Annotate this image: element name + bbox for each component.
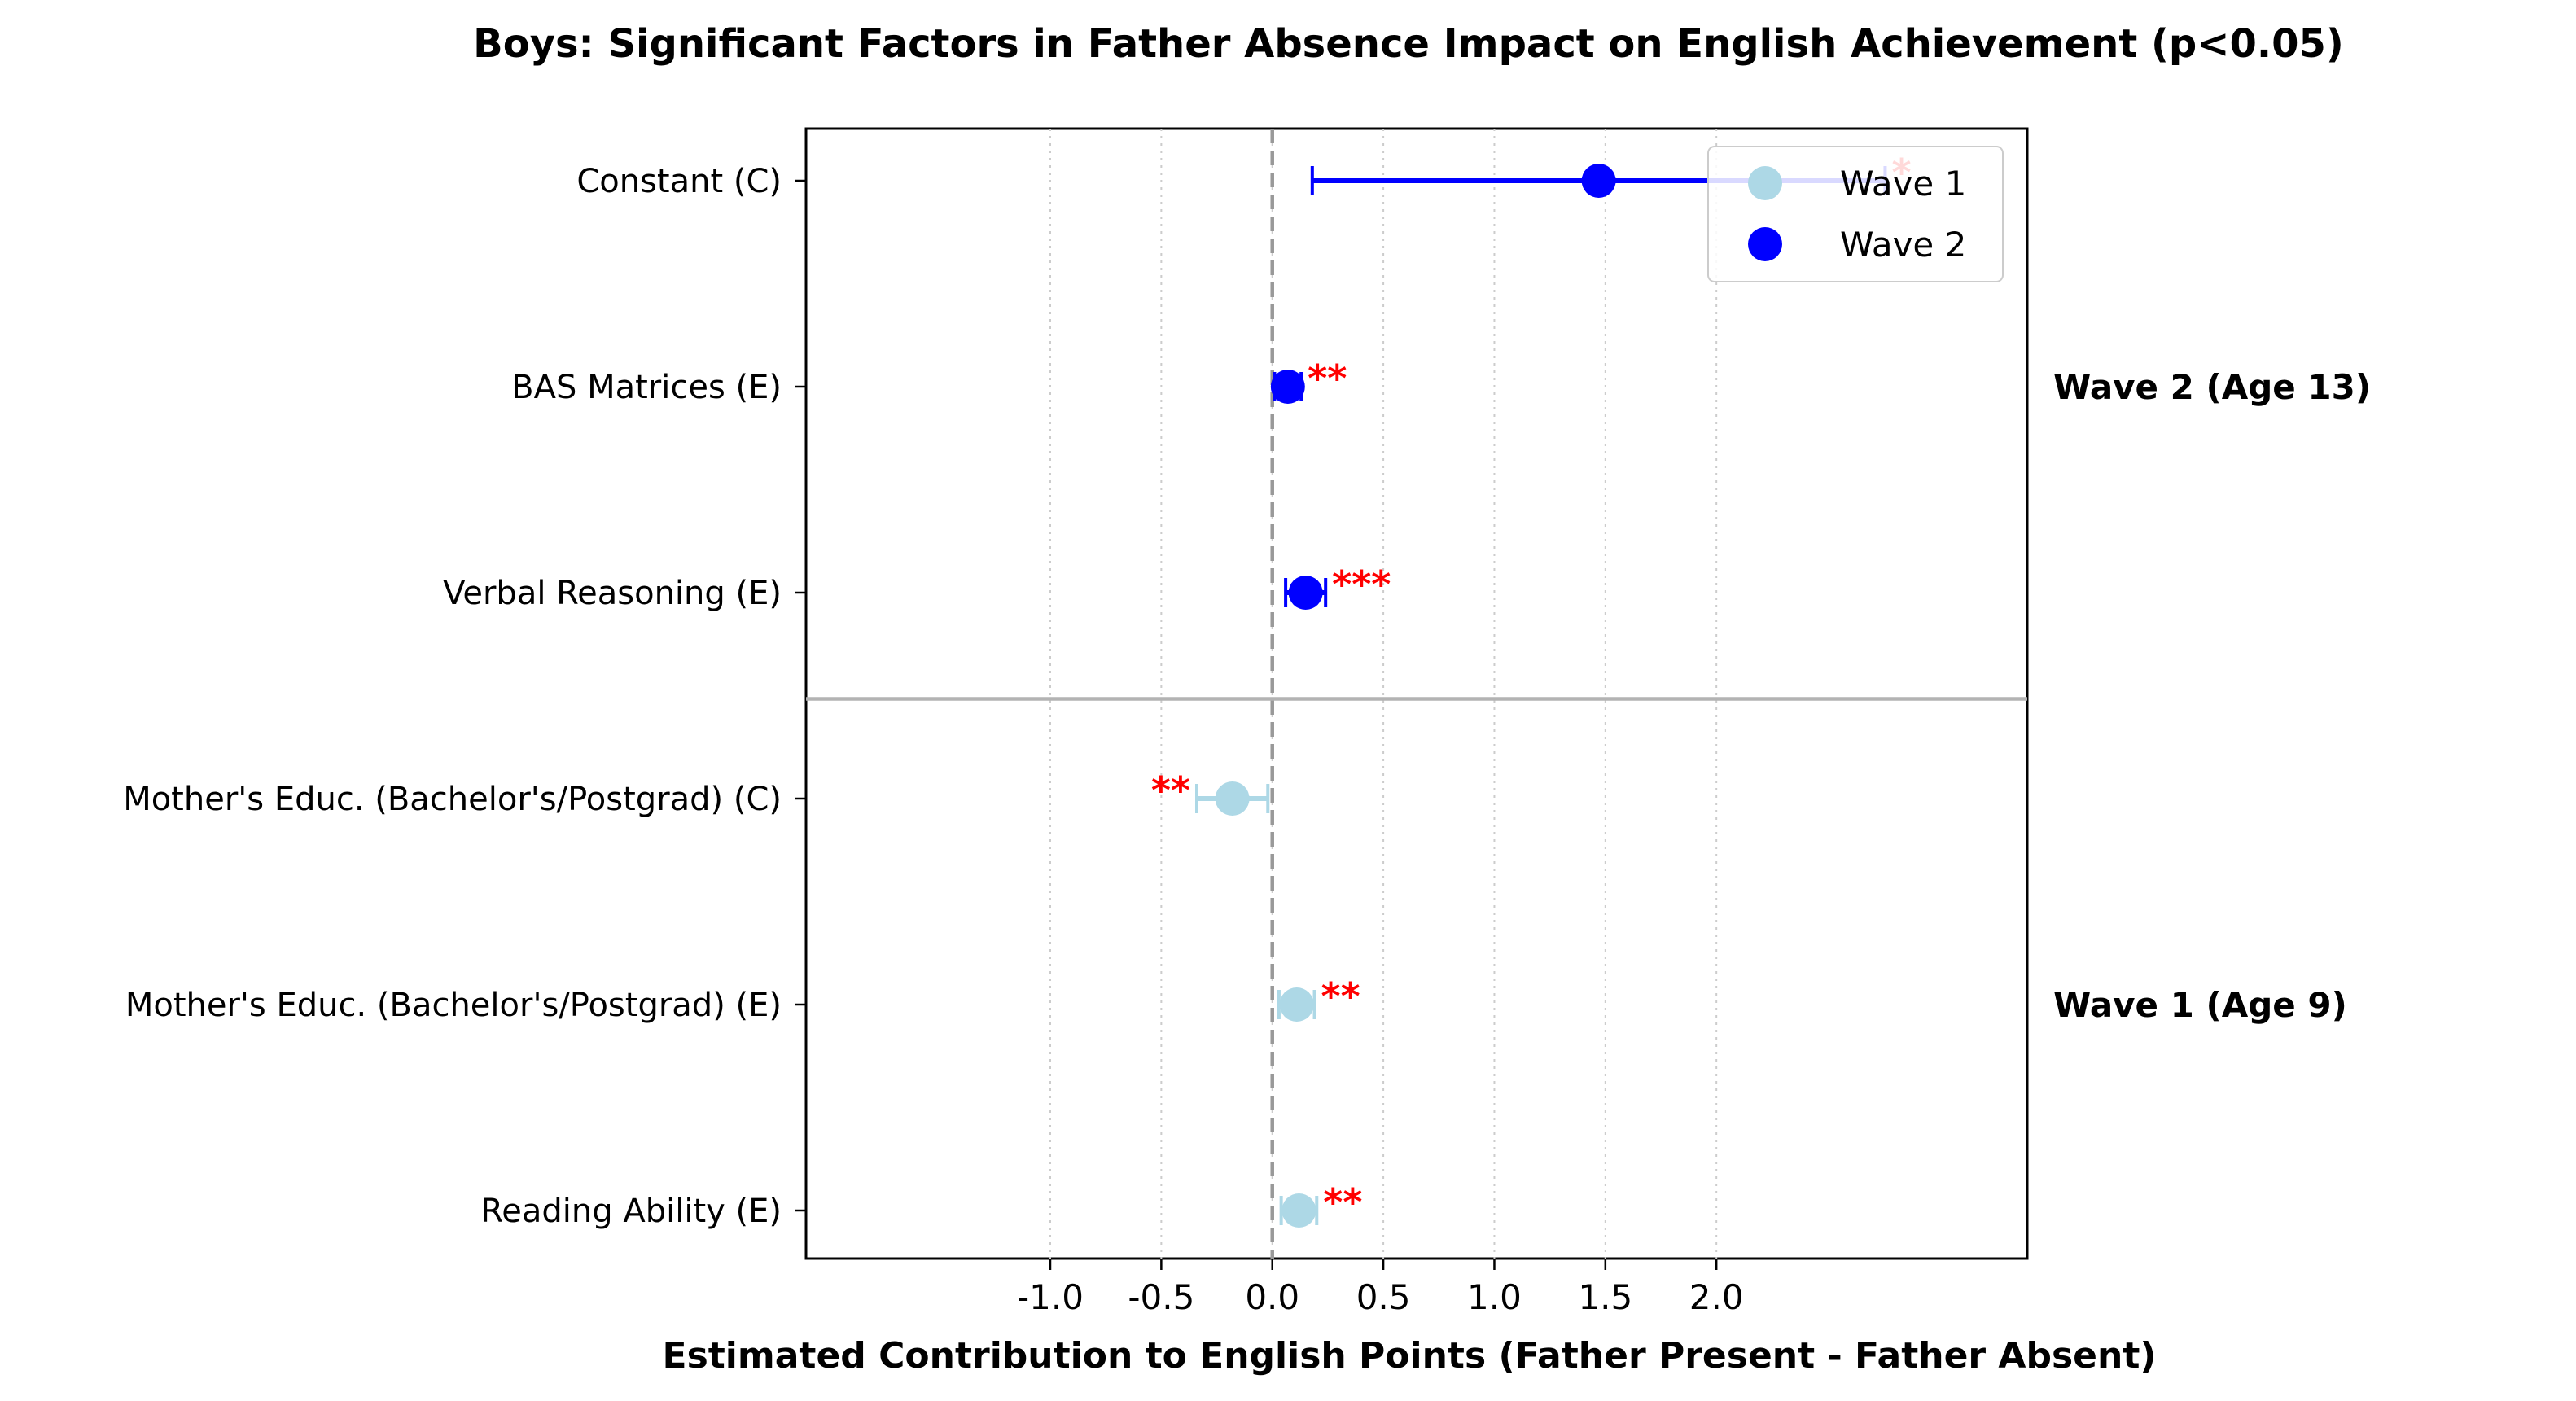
x-tick-label: -0.5 xyxy=(1128,1277,1194,1317)
group-label: Wave 1 (Age 9) xyxy=(2053,985,2347,1025)
legend-marker xyxy=(1748,227,1782,261)
y-tick-label: Mother's Educ. (Bachelor's/Postgrad) (C) xyxy=(123,781,782,818)
significance-marker: *** xyxy=(1332,563,1391,606)
data-point xyxy=(1581,164,1616,198)
chart-title: Boys: Significant Factors in Father Abse… xyxy=(473,21,2344,67)
y-tick-label: Constant (C) xyxy=(576,163,782,200)
x-tick-label: 1.0 xyxy=(1467,1277,1522,1317)
legend-marker xyxy=(1748,166,1782,200)
data-point xyxy=(1270,370,1305,404)
x-tick-label: 0.5 xyxy=(1356,1277,1411,1317)
legend-label: Wave 2 xyxy=(1840,225,1966,265)
y-tick-label: Reading Ability (E) xyxy=(480,1193,782,1230)
significance-marker: ** xyxy=(1323,1180,1362,1224)
significance-marker: ** xyxy=(1321,974,1360,1018)
group-label: Wave 2 (Age 13) xyxy=(2053,367,2371,407)
significance-marker: ** xyxy=(1151,768,1190,812)
plot-frame xyxy=(804,127,2029,1260)
data-point xyxy=(1288,576,1323,610)
x-axis-label: Estimated Contribution to English Points… xyxy=(663,1335,2157,1377)
x-tick-label: 1.5 xyxy=(1578,1277,1632,1317)
y-tick-label: BAS Matrices (E) xyxy=(511,369,782,406)
data-point xyxy=(1215,781,1250,816)
x-tick-label: 2.0 xyxy=(1689,1277,1744,1317)
x-tick-label: 0.0 xyxy=(1245,1277,1299,1317)
data-point xyxy=(1281,1193,1316,1228)
legend-label: Wave 1 xyxy=(1840,164,1966,204)
plot-area: -1.0 -0.5 0.0 0.5 1.0 1.5 2.0 Constant (C) BAS M… xyxy=(123,127,2371,1317)
y-tick-label: Verbal Reasoning (E) xyxy=(443,575,782,612)
significance-marker: ** xyxy=(1308,357,1347,401)
legend: Wave 1 Wave 2 xyxy=(1707,146,2004,282)
y-tick-label: Mother's Educ. (Bachelor's/Postgrad) (E) xyxy=(125,987,782,1024)
x-tick-label: -1.0 xyxy=(1017,1277,1084,1317)
data-point xyxy=(1279,987,1314,1022)
